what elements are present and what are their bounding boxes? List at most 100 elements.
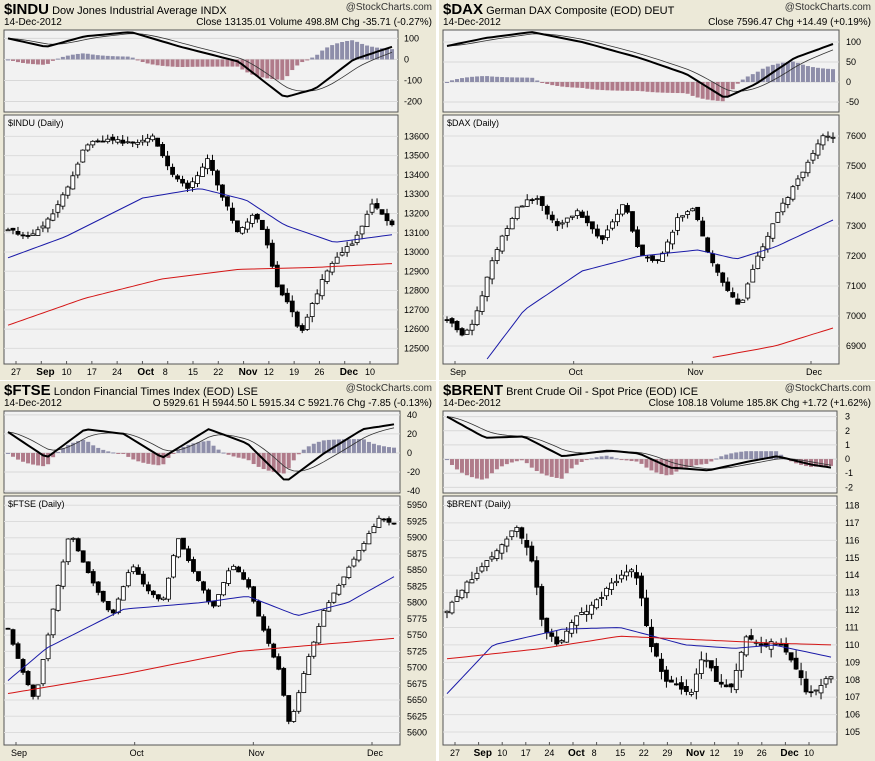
candle-body [504,538,510,547]
candle-body [25,671,31,686]
macd-histogram-bar [371,443,376,453]
macd-histogram-bar [386,447,391,453]
x-tick-label: Nov [248,748,265,758]
x-tick-label: Nov [687,367,704,377]
macd-histogram-bar [685,82,690,94]
macd-histogram-bar [644,459,649,468]
panel-symbol: $DAX [443,1,484,18]
x-tick-label: 27 [450,748,460,758]
candle-body [130,141,136,144]
macd-tick-label: -200 [404,96,422,106]
panel-date: 14-Dec-2012 [443,398,501,409]
macd-tick-label: 2 [845,426,850,436]
macd-histogram-bar [635,82,640,91]
macd-histogram-bar [755,71,760,82]
candle-body [449,601,455,614]
candle-body [730,292,736,298]
candle-body [386,518,392,523]
candle-body [584,611,590,615]
price-tick-label: 13200 [404,208,429,218]
price-pane-label: $DAX (Daily) [447,118,499,128]
price-tick-label: 5850 [407,565,427,575]
price-pane-label: $FTSE (Daily) [8,499,65,509]
macd-tick-label: -40 [407,486,420,496]
candle-body [309,303,315,317]
candle-body [469,579,475,584]
panel-quote: Close 7596.47 Chg +14.49 (+0.19%) [708,17,871,28]
panel-name: London Financial Times Index (EOD) [53,386,235,398]
macd-histogram-bar [539,459,544,474]
candle-body [244,221,250,230]
candle-body [35,684,41,697]
candle-body [286,695,292,722]
candle-body [775,212,781,223]
candle-body [564,217,570,223]
candle-body [359,225,365,235]
macd-histogram-bar [654,459,659,473]
candle-body [524,199,530,207]
price-tick-label: 109 [845,657,860,667]
candle-body [150,590,156,596]
x-tick-label: 22 [639,748,649,758]
candle-body [369,203,375,213]
macd-histogram-bar [749,451,754,460]
candle-body [539,196,545,206]
x-tick-label: Dec [806,367,823,377]
macd-histogram-bar [805,66,810,82]
macd-histogram-bar [21,452,26,462]
candle-body [376,517,382,528]
macd-histogram-bar [120,56,125,60]
chart-svg-indu: 100 0 -100 -200 13600 13500 13400 13300 13200 131… [3,29,429,378]
candle-body [664,669,669,682]
macd-histogram-bar [655,82,660,93]
candle-body [351,558,357,567]
price-tick-label: 111 [845,622,859,632]
candle-body [594,228,600,237]
candle-body [670,231,675,245]
price-tick-label: 118 [845,500,859,510]
moving-average-fast [7,188,393,259]
macd-histogram-bar [195,59,200,67]
price-tick-label: 13000 [404,247,429,257]
macd-histogram-bar [594,457,599,460]
macd-histogram-bar [345,41,350,60]
x-tick-label: 10 [62,367,72,377]
macd-histogram-bar [455,79,460,82]
candle-body [150,135,156,141]
macd-histogram-bar [659,459,664,475]
macd-histogram-bar [565,82,570,88]
macd-histogram-bar [465,77,470,82]
macd-histogram-bar [720,82,725,102]
candle-body [743,636,749,656]
macd-histogram-bar [106,451,111,453]
price-tick-label: 7000 [846,311,866,321]
macd-histogram-bar [70,54,75,60]
macd-histogram-bar [275,59,280,80]
candle-body [519,205,525,208]
candle-body [695,206,701,221]
candle-body [331,592,337,603]
candle-body [215,170,220,186]
macd-histogram-bar [81,439,86,453]
panel-name: German DAX Composite (EOD) [486,5,642,17]
macd-histogram-bar [100,55,105,60]
candle-body [70,537,76,540]
macd-histogram-bar [151,452,156,465]
candle-body [529,545,535,562]
macd-histogram-bar [459,459,464,473]
macd-histogram-bar [619,459,624,461]
candle-body [599,597,604,599]
candle-body [708,660,714,669]
price-tick-label: 13400 [404,170,429,180]
candle-body [559,640,565,643]
candle-body [85,561,91,574]
candle-body [349,243,355,246]
candle-body [259,219,265,230]
chart-panel-indu: $INDU Dow Jones Industrial Average INDX … [0,0,436,380]
candle-body [655,259,660,262]
candle-body [319,279,325,297]
candle-body [818,685,824,694]
candle-body [810,152,816,161]
macd-histogram-bar [330,45,335,60]
candle-body [559,222,565,225]
